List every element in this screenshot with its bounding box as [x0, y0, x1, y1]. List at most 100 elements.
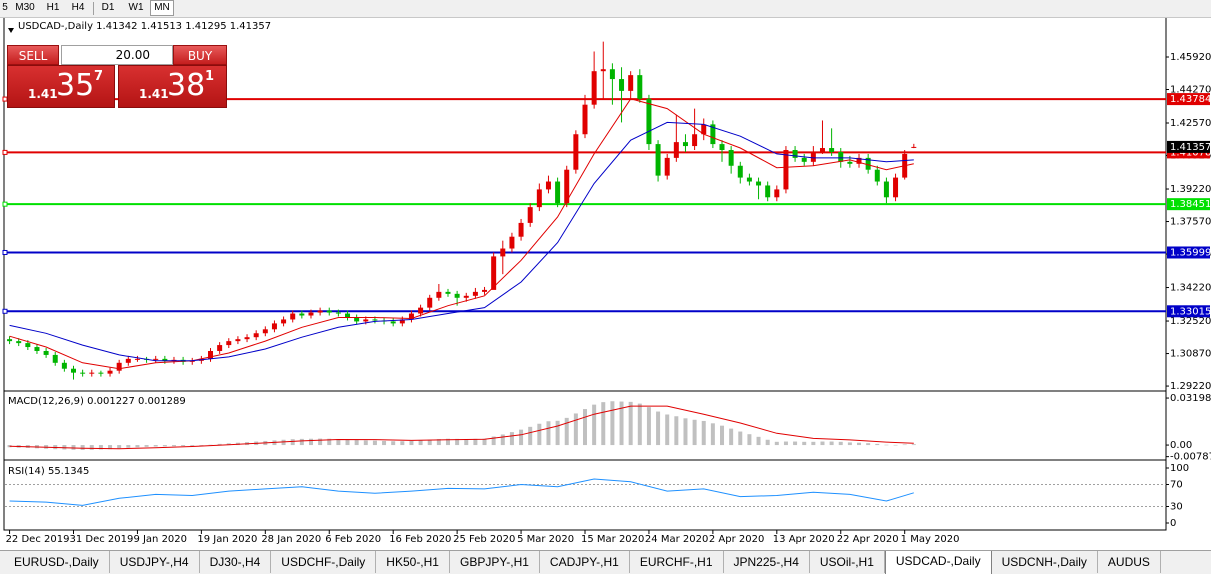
candle-body [646, 98, 652, 145]
y-tick-label: -0.007879 [1170, 452, 1211, 463]
macd-histogram-bar [327, 438, 332, 446]
indicator-title: USDCAD-,Daily 1.41342 1.41513 1.41295 1.… [18, 21, 271, 32]
chart-tab[interactable]: GBPJPY-,H1 [450, 551, 540, 573]
x-tick-label: 2 Apr 2020 [709, 534, 764, 545]
chart-tab[interactable]: HK50-,H1 [376, 551, 450, 573]
panel: 0.031987 0.00-0.007879 MACD(12,26,9) 0.001… [7, 393, 1211, 463]
candle-body [189, 360, 195, 362]
candle-body [628, 75, 634, 91]
candle-body [491, 256, 497, 290]
macd-histogram-bar [363, 440, 368, 446]
macd-histogram-bar [509, 432, 514, 446]
chart-tab[interactable]: DJ30-,H4 [200, 551, 272, 573]
level-anchor [2, 308, 8, 314]
chart-tab[interactable]: USDCAD-,Daily [884, 551, 992, 574]
timeframe-button[interactable]: 5 [2, 2, 8, 13]
macd-histogram-bar [857, 442, 862, 446]
macd-histogram-bar [98, 445, 103, 450]
macd-histogram-bar [345, 439, 350, 446]
chart-tab[interactable]: CADJPY-,H1 [540, 551, 630, 573]
macd-histogram-bar [646, 407, 651, 446]
chart-tab[interactable]: AUDUS [1098, 551, 1161, 573]
macd-histogram-bar [738, 431, 743, 446]
x-tick-label: 28 Jan 2020 [261, 534, 321, 545]
macd-histogram-bar [793, 441, 798, 446]
macd-histogram-bar [108, 445, 113, 450]
candle-body [682, 142, 688, 147]
candle-body [107, 370, 113, 374]
y-tick-label: 1.29220 [1170, 381, 1211, 392]
timeframe-button[interactable]: H4 [71, 2, 85, 13]
lot-input[interactable]: 20.00 [61, 45, 173, 65]
candle-body [591, 71, 597, 105]
x-tick-label: 16 Feb 2020 [389, 534, 451, 545]
macd-histogram-bar [171, 445, 176, 447]
candle-body [518, 222, 524, 237]
level-label-box [1167, 198, 1210, 211]
y-tick-label: 1.45920 [1170, 52, 1211, 63]
macd-histogram-bar [126, 445, 131, 448]
timeframe-button[interactable]: MN [150, 0, 174, 16]
chart-tab[interactable]: USDJPY-,H4 [110, 551, 200, 573]
candle-body [162, 358, 168, 361]
macd-histogram-bar [838, 441, 843, 446]
sell-button[interactable]: SELL [7, 45, 59, 65]
macd-histogram-bar [117, 445, 122, 449]
candle-body [609, 69, 615, 80]
macd-histogram-bar [802, 441, 807, 446]
candle-body [600, 69, 606, 72]
y-tick-label: 0.031987 [1170, 393, 1211, 404]
chart-tab[interactable]: USDCNH-,Daily [992, 551, 1098, 573]
chart-tab[interactable]: EURUSD-,Daily [4, 551, 110, 573]
macd-histogram-bar [601, 402, 606, 446]
macd-histogram-bar [153, 445, 158, 447]
x-tick-label: 15 Mar 2020 [581, 534, 644, 545]
macd-histogram-bar [710, 423, 715, 446]
candle-body [253, 333, 259, 338]
chart-tab[interactable]: JPN225-,H4 [724, 551, 810, 573]
bid-pips: 35 [56, 68, 95, 103]
macd-histogram-bar [418, 440, 423, 446]
candle-body [655, 144, 661, 176]
candle-body [61, 362, 67, 369]
candle-body [463, 295, 469, 298]
macd-histogram-bar [665, 414, 670, 446]
y-tick-label: 1.44270 [1170, 85, 1211, 96]
candle-body [116, 362, 122, 371]
macd-histogram-bar [500, 434, 505, 446]
candle-body [472, 291, 478, 296]
candle-body [427, 297, 433, 308]
y-tick-label: 70 [1170, 480, 1183, 491]
timeframe-button[interactable]: W1 [128, 2, 144, 13]
macd-histogram-bar [911, 444, 916, 446]
macd-histogram-bar [217, 443, 222, 446]
bid-price[interactable]: 1.41 35 7 [7, 65, 115, 108]
timeframe-button[interactable]: D1 [101, 2, 115, 13]
macd-histogram-bar [674, 416, 679, 446]
timeframe-button[interactable]: H1 [46, 2, 60, 13]
y-tick-label: 1.37570 [1170, 217, 1211, 228]
macd-histogram-bar [455, 438, 460, 446]
chart-tab[interactable]: EURCHF-,H1 [630, 551, 724, 573]
candle-body [673, 142, 679, 158]
buy-button[interactable]: BUY [173, 45, 227, 65]
macd-histogram-bar [299, 438, 304, 446]
candle-body [728, 150, 734, 166]
macd-histogram-bar [491, 436, 496, 446]
candle-body [281, 319, 287, 324]
macd-histogram-bar [656, 411, 661, 446]
macd-histogram-bar [181, 445, 186, 447]
chart-tab[interactable]: USOil-,H1 [810, 551, 885, 573]
x-tick-label: 5 Mar 2020 [517, 534, 574, 545]
ask-price[interactable]: 1.41 38 1 [118, 65, 227, 108]
candle-body [153, 358, 159, 360]
candle-body [43, 350, 49, 355]
chart-tab[interactable]: USDCHF-,Daily [271, 551, 377, 573]
macd-histogram-bar [80, 445, 85, 450]
candle-body [737, 165, 743, 178]
timeframe-button[interactable]: M30 [15, 2, 35, 13]
candle-body [262, 329, 268, 334]
macd-histogram-bar [847, 442, 852, 446]
level-label: 1.43784 [1170, 94, 1211, 105]
